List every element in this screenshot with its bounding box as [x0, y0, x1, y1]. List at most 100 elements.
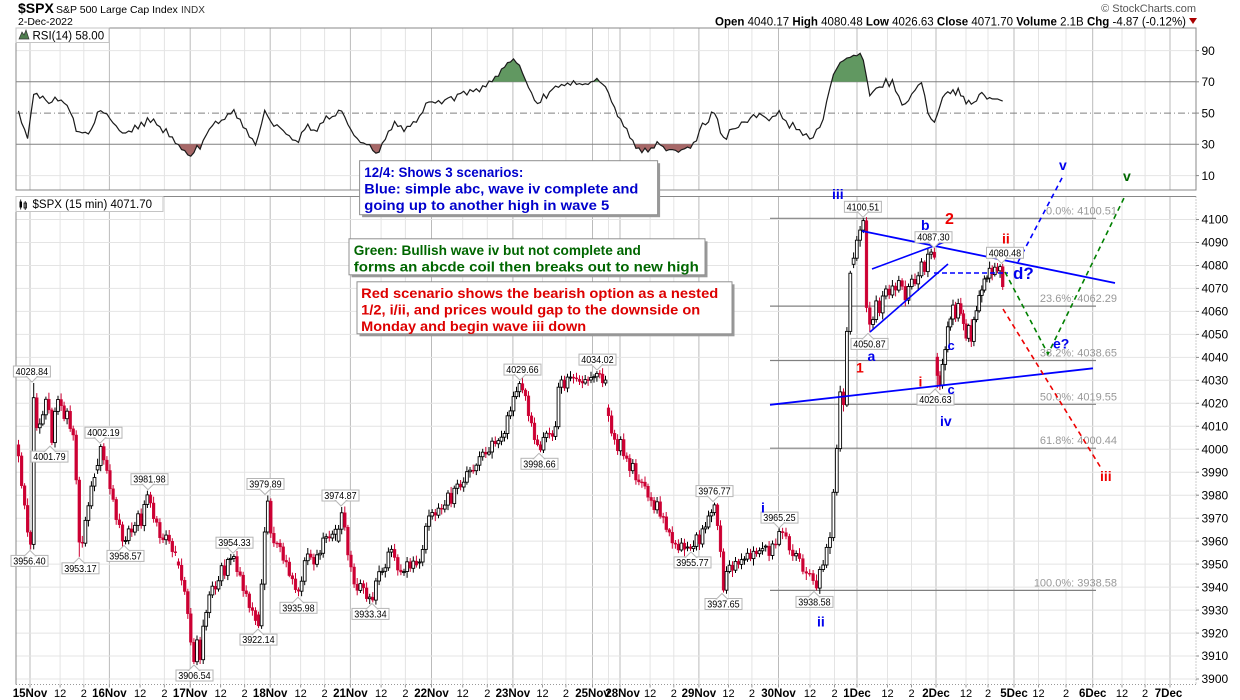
svg-text:iv: iv [940, 413, 952, 429]
svg-text:4028.84: 4028.84 [16, 366, 49, 378]
svg-text:4080.48: 4080.48 [989, 247, 1022, 259]
svg-text:2: 2 [671, 688, 677, 700]
svg-text:Open 4040.17 High 4080.48 Low: Open 4040.17 High 4080.48 Low 4026.63 Cl… [715, 17, 1186, 29]
svg-text:16Nov: 16Nov [92, 688, 127, 700]
svg-text:Monday and begin wave iii down: Monday and begin wave iii down [361, 318, 586, 334]
svg-text:iii: iii [1100, 468, 1112, 484]
svg-text:4002.19: 4002.19 [87, 427, 120, 439]
svg-text:12: 12 [804, 688, 816, 700]
svg-text:3910: 3910 [1202, 649, 1229, 663]
svg-text:25Nov: 25Nov [575, 688, 610, 700]
svg-text:c: c [948, 338, 955, 353]
svg-text:23.6%: 4062.29: 23.6%: 4062.29 [1040, 293, 1117, 305]
svg-text:3937.65: 3937.65 [707, 599, 740, 611]
svg-text:1/2, i/ii, and prices would ga: 1/2, i/ii, and prices would gap to the d… [361, 302, 700, 318]
svg-text:v: v [1059, 157, 1067, 173]
svg-text:$SPX: $SPX [18, 0, 54, 16]
svg-text:3955.77: 3955.77 [676, 557, 709, 569]
svg-text:e?: e? [1053, 336, 1069, 352]
svg-text:4026.63: 4026.63 [919, 394, 952, 406]
svg-text:4087.30: 4087.30 [917, 232, 950, 244]
svg-text:4030: 4030 [1202, 374, 1229, 388]
svg-text:18Nov: 18Nov [253, 688, 288, 700]
svg-text:3970: 3970 [1202, 511, 1229, 525]
svg-text:28Nov: 28Nov [605, 688, 640, 700]
svg-text:3956.40: 3956.40 [13, 555, 46, 567]
svg-text:$SPX (15 min) 4071.70: $SPX (15 min) 4071.70 [33, 199, 153, 211]
svg-text:12: 12 [134, 688, 146, 700]
svg-text:2: 2 [1063, 688, 1069, 700]
svg-text:b: b [921, 217, 930, 233]
svg-text:4070: 4070 [1202, 282, 1229, 296]
svg-text:4000: 4000 [1202, 442, 1229, 456]
svg-text:2: 2 [484, 688, 490, 700]
svg-text:12: 12 [722, 688, 734, 700]
svg-text:4090: 4090 [1202, 236, 1229, 250]
svg-text:30: 30 [1202, 138, 1216, 152]
svg-text:2: 2 [81, 688, 87, 700]
svg-text:forms an abcde coil then break: forms an abcde coil then breaks out to n… [354, 259, 699, 275]
svg-text:3920: 3920 [1202, 626, 1229, 640]
svg-text:3960: 3960 [1202, 534, 1229, 548]
svg-text:3900: 3900 [1202, 672, 1229, 686]
svg-text:2: 2 [322, 688, 328, 700]
svg-text:4050.87: 4050.87 [853, 338, 886, 350]
svg-text:30Nov: 30Nov [761, 688, 796, 700]
svg-text:6Dec: 6Dec [1079, 688, 1107, 700]
svg-text:c: c [948, 382, 955, 397]
svg-text:d?: d? [1013, 264, 1034, 283]
svg-text:12: 12 [536, 688, 548, 700]
svg-text:3979.89: 3979.89 [249, 479, 282, 491]
svg-text:0.0%: 4100.51: 0.0%: 4100.51 [1046, 205, 1117, 217]
svg-text:5Dec: 5Dec [1000, 688, 1028, 700]
svg-text:2Dec: 2Dec [922, 688, 950, 700]
svg-text:INDX: INDX [181, 5, 205, 16]
svg-text:2-Dec-2022: 2-Dec-2022 [18, 16, 73, 28]
svg-text:3990: 3990 [1202, 465, 1229, 479]
svg-text:17Nov: 17Nov [173, 688, 208, 700]
svg-text:2: 2 [749, 688, 755, 700]
svg-text:3953.17: 3953.17 [64, 563, 97, 575]
svg-text:12: 12 [1032, 688, 1044, 700]
svg-text:2: 2 [161, 688, 167, 700]
svg-text:3933.34: 3933.34 [354, 608, 387, 620]
svg-text:© StockCharts.com: © StockCharts.com [1101, 3, 1196, 15]
svg-text:90: 90 [1202, 44, 1216, 58]
svg-text:a: a [868, 348, 876, 364]
svg-text:3938.58: 3938.58 [798, 596, 831, 608]
svg-text:12: 12 [644, 688, 656, 700]
svg-text:15Nov: 15Nov [13, 688, 48, 700]
svg-text:3935.98: 3935.98 [282, 602, 315, 614]
svg-text:23Nov: 23Nov [496, 688, 531, 700]
svg-text:3965.25: 3965.25 [763, 512, 796, 524]
svg-text:i: i [919, 374, 923, 390]
svg-text:38.2%: 4038.65: 38.2%: 4038.65 [1040, 348, 1117, 360]
svg-text:12: 12 [1116, 688, 1128, 700]
svg-text:4100: 4100 [1202, 213, 1229, 227]
svg-text:2: 2 [242, 688, 248, 700]
svg-text:3974.87: 3974.87 [324, 490, 357, 502]
svg-text:4010: 4010 [1202, 420, 1229, 434]
svg-text:3950: 3950 [1202, 557, 1229, 571]
svg-text:61.8%: 4000.44: 61.8%: 4000.44 [1040, 435, 1117, 447]
svg-text:12: 12 [214, 688, 226, 700]
svg-text:4100.51: 4100.51 [847, 201, 880, 213]
svg-text:going up to another high in wa: going up to another high in wave 5 [364, 197, 609, 213]
svg-text:4029.66: 4029.66 [506, 364, 539, 376]
svg-text:1Dec: 1Dec [843, 688, 871, 700]
svg-text:2: 2 [945, 211, 954, 228]
svg-text:50: 50 [1202, 106, 1216, 120]
svg-text:v: v [1123, 168, 1131, 184]
svg-text:4080: 4080 [1202, 259, 1229, 273]
svg-text:2: 2 [1142, 688, 1148, 700]
svg-text:Green: Bullish wave iv but not: Green: Bullish wave iv but not complete … [354, 242, 641, 258]
svg-text:100.0%: 3938.58: 100.0%: 3938.58 [1034, 577, 1117, 589]
svg-text:3976.77: 3976.77 [698, 486, 731, 498]
svg-text:1: 1 [856, 360, 864, 376]
svg-text:i: i [761, 500, 765, 516]
svg-text:4020: 4020 [1202, 397, 1229, 411]
svg-text:50.0%: 4019.55: 50.0%: 4019.55 [1040, 391, 1117, 403]
svg-text:3980: 3980 [1202, 488, 1229, 502]
svg-text:10: 10 [1202, 169, 1216, 183]
svg-text:70: 70 [1202, 75, 1216, 89]
